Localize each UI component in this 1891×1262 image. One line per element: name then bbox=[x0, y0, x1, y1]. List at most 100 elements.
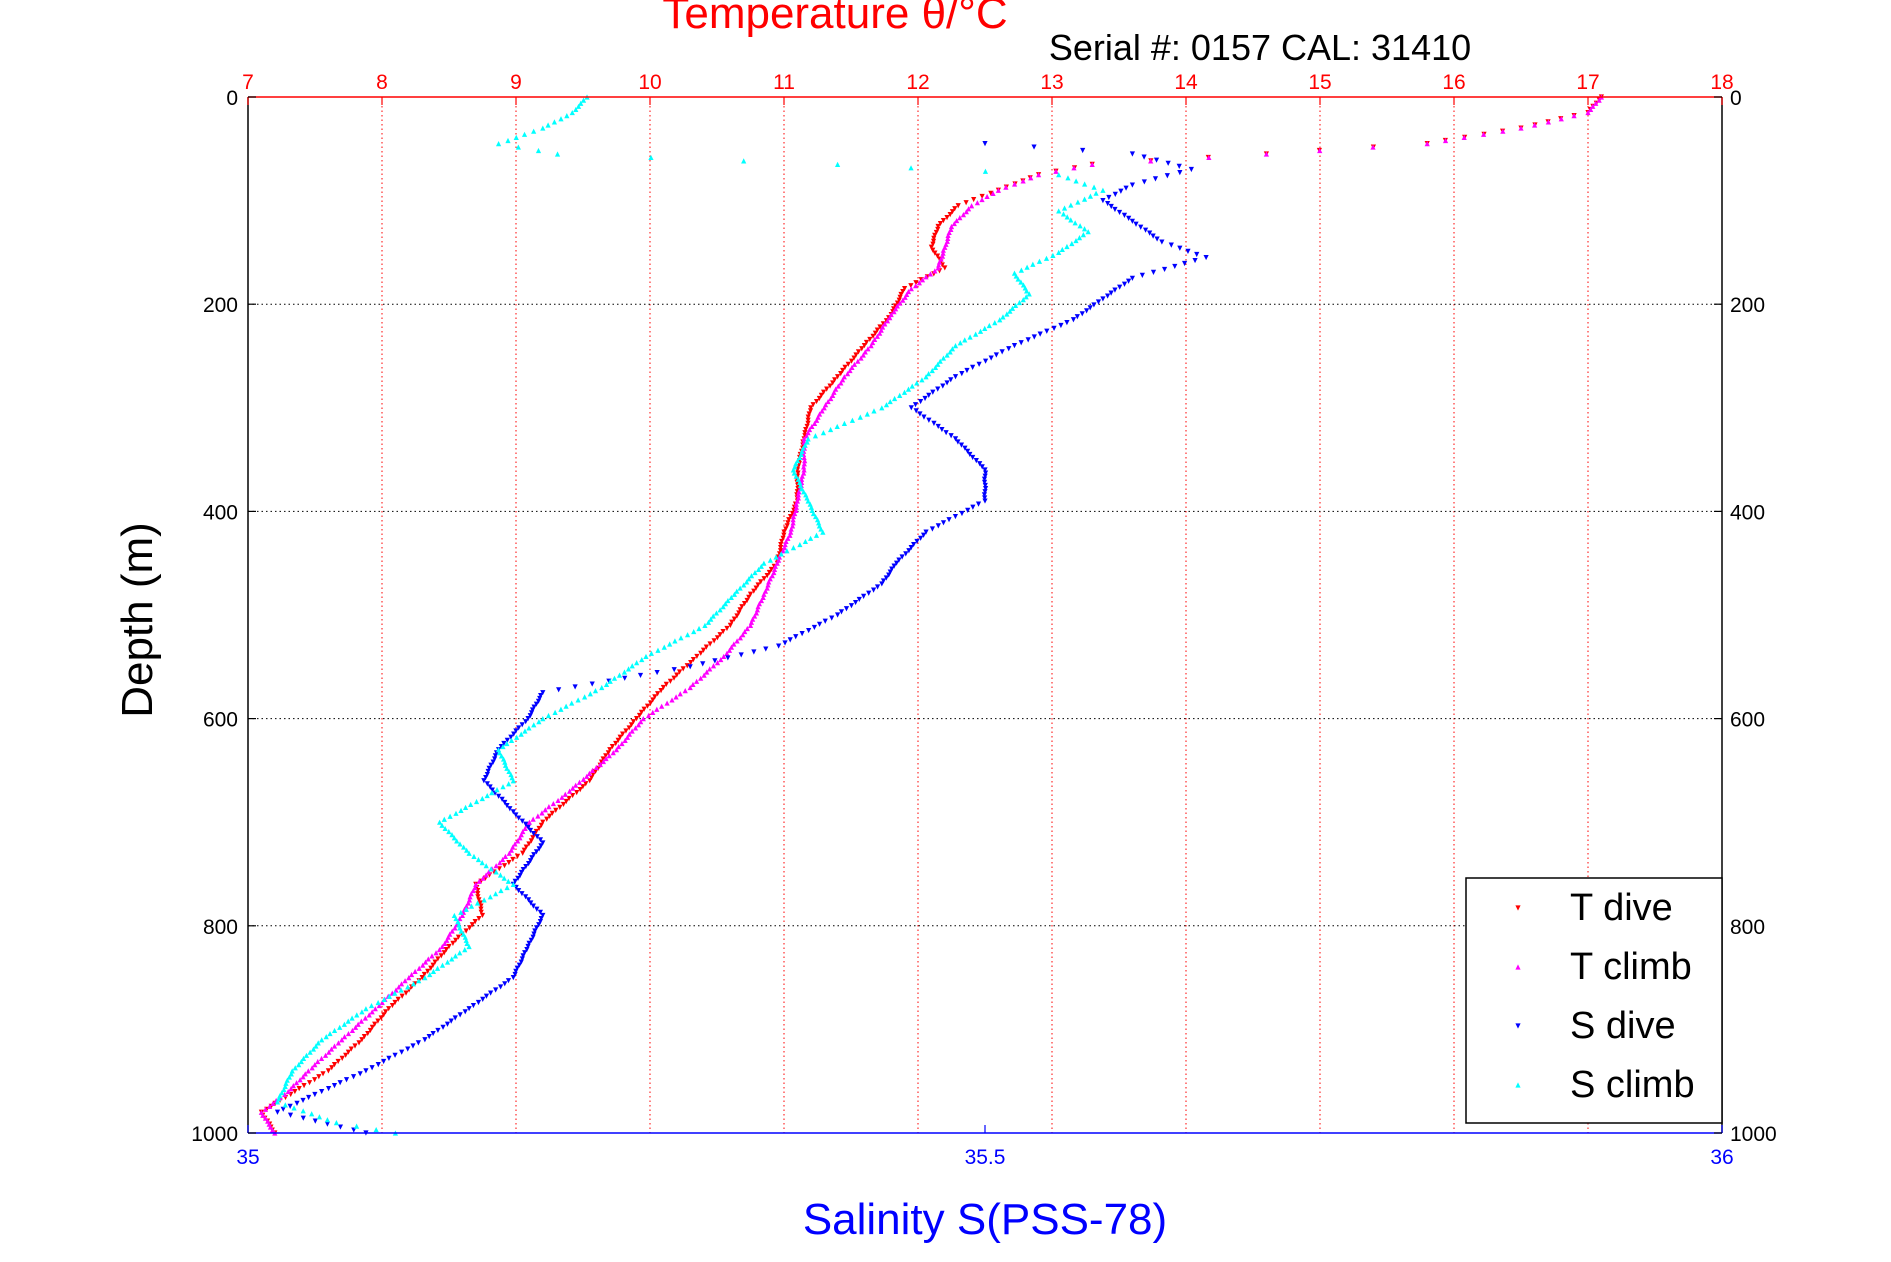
data-point bbox=[1031, 334, 1037, 340]
data-point bbox=[942, 265, 948, 271]
data-point bbox=[1085, 229, 1091, 235]
data-point bbox=[512, 841, 518, 847]
data-point bbox=[315, 1058, 321, 1065]
data-point bbox=[326, 1086, 332, 1092]
data-point bbox=[747, 622, 754, 628]
data-point bbox=[758, 597, 765, 604]
data-point bbox=[282, 1102, 288, 1108]
data-point bbox=[725, 655, 731, 661]
data-point bbox=[1532, 122, 1538, 128]
data-point bbox=[1060, 211, 1067, 217]
data-point bbox=[1003, 184, 1009, 190]
tick-label-depth-left: 800 bbox=[203, 916, 238, 939]
data-point bbox=[475, 999, 482, 1006]
data-point bbox=[922, 395, 928, 402]
data-point bbox=[474, 900, 481, 906]
data-point bbox=[766, 579, 772, 585]
data-point bbox=[405, 1046, 411, 1052]
data-point bbox=[497, 872, 504, 878]
data-point bbox=[634, 716, 640, 722]
data-point bbox=[599, 684, 605, 691]
data-point bbox=[337, 1024, 343, 1030]
data-point bbox=[694, 653, 700, 660]
data-point bbox=[616, 743, 622, 750]
data-point bbox=[1074, 314, 1080, 320]
data-point bbox=[452, 925, 458, 931]
tick-label-temperature: 11 bbox=[773, 71, 795, 94]
data-point bbox=[654, 706, 660, 712]
data-point bbox=[843, 606, 850, 612]
data-point bbox=[529, 855, 535, 861]
data-point bbox=[805, 498, 811, 504]
data-point bbox=[785, 535, 791, 541]
data-point bbox=[913, 280, 919, 286]
data-point bbox=[1024, 264, 1030, 270]
data-point bbox=[287, 1112, 294, 1118]
data-point bbox=[1077, 223, 1083, 229]
data-point bbox=[742, 628, 748, 635]
data-point bbox=[780, 548, 786, 554]
data-point bbox=[525, 943, 531, 950]
data-point bbox=[481, 778, 487, 784]
data-point bbox=[446, 828, 452, 835]
data-point bbox=[780, 535, 786, 541]
data-point bbox=[774, 560, 780, 566]
data-point bbox=[550, 800, 556, 807]
data-point bbox=[488, 866, 494, 872]
data-point bbox=[457, 841, 463, 847]
legend-label: T climb bbox=[1570, 946, 1692, 988]
data-point bbox=[493, 863, 499, 869]
data-point bbox=[707, 666, 713, 672]
data-point bbox=[1161, 266, 1168, 273]
data-point bbox=[269, 1127, 276, 1133]
data-point bbox=[782, 640, 788, 646]
data-point bbox=[494, 787, 500, 793]
data-point bbox=[589, 681, 595, 687]
data-point bbox=[464, 940, 470, 947]
data-point bbox=[644, 703, 651, 709]
data-point bbox=[962, 445, 968, 451]
data-point bbox=[603, 753, 609, 759]
data-point bbox=[1117, 284, 1123, 290]
data-point bbox=[435, 956, 441, 962]
data-point bbox=[682, 688, 688, 694]
data-point bbox=[510, 778, 516, 784]
data-point bbox=[464, 847, 470, 853]
data-point bbox=[1133, 221, 1139, 227]
data-point bbox=[339, 1037, 345, 1043]
data-point bbox=[893, 560, 900, 566]
data-point bbox=[708, 616, 714, 622]
data-point bbox=[426, 1034, 432, 1040]
data-point bbox=[262, 1115, 269, 1121]
data-point bbox=[458, 909, 464, 915]
tick-label-depth-right: 800 bbox=[1730, 916, 1765, 939]
data-point bbox=[1121, 281, 1128, 287]
data-point bbox=[952, 206, 958, 212]
data-point bbox=[835, 612, 841, 618]
tick-label-salinity: 35.5 bbox=[965, 1146, 1006, 1169]
data-point bbox=[1142, 227, 1149, 233]
data-point bbox=[813, 398, 820, 405]
data-point bbox=[874, 333, 880, 339]
data-point bbox=[845, 361, 851, 367]
data-point bbox=[782, 541, 788, 548]
data-point bbox=[937, 358, 943, 364]
data-point bbox=[728, 644, 735, 650]
data-point bbox=[1007, 308, 1013, 314]
data-point bbox=[667, 678, 674, 684]
data-point bbox=[396, 984, 402, 990]
data-point bbox=[935, 386, 941, 392]
data-point bbox=[499, 796, 505, 803]
data-point bbox=[312, 1062, 318, 1068]
data-point bbox=[908, 545, 914, 551]
data-point bbox=[687, 684, 693, 691]
data-point bbox=[737, 635, 743, 641]
data-point bbox=[1424, 141, 1430, 147]
data-point bbox=[936, 259, 943, 265]
data-point bbox=[851, 361, 858, 367]
data-point bbox=[958, 442, 965, 448]
data-point bbox=[694, 678, 700, 684]
data-point bbox=[488, 990, 494, 996]
series-layer bbox=[258, 94, 1604, 1136]
data-point bbox=[1013, 273, 1019, 279]
